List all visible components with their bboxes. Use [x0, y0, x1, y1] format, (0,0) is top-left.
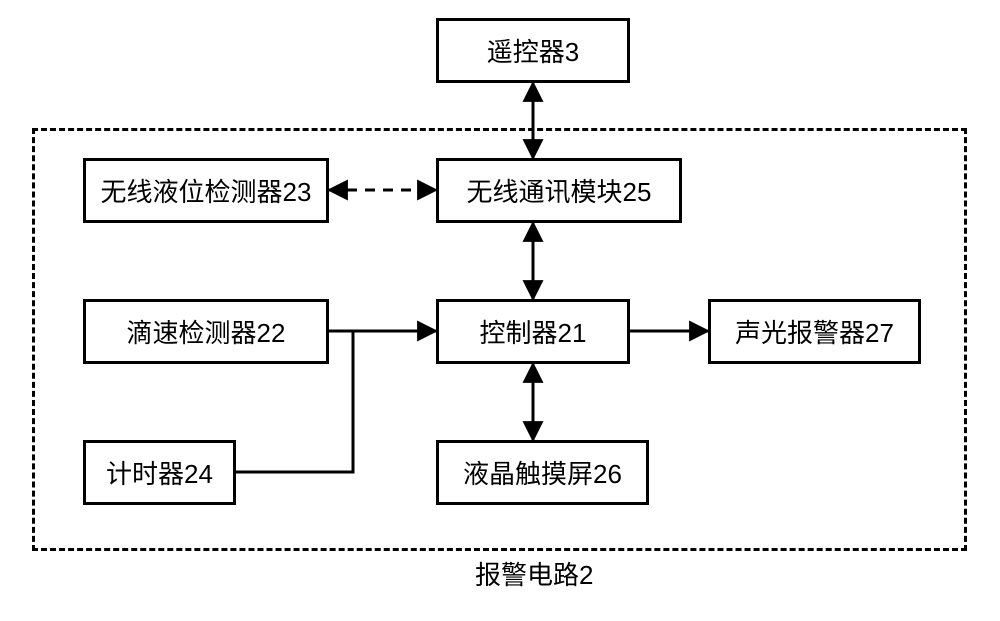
node-remote: 遥控器3: [436, 18, 630, 83]
label-remote: 遥控器3: [487, 32, 579, 69]
node-comm-module: 无线通讯模块25: [436, 158, 682, 223]
node-lcd: 液晶触摸屏26: [436, 440, 649, 505]
node-controller: 控制器21: [436, 299, 630, 364]
label-level-detect: 无线液位检测器23: [101, 172, 312, 209]
node-drip-detect: 滴速检测器22: [83, 299, 329, 364]
node-timer: 计时器24: [83, 440, 236, 505]
label-controller: 控制器21: [480, 313, 587, 350]
node-level-detect: 无线液位检测器23: [83, 158, 329, 223]
label-comm-module: 无线通讯模块25: [467, 172, 652, 209]
container-label: 报警电路2: [475, 555, 593, 592]
node-alarm: 声光报警器27: [708, 299, 921, 364]
label-lcd: 液晶触摸屏26: [463, 454, 622, 491]
label-alarm: 声光报警器27: [735, 313, 894, 350]
label-drip-detect: 滴速检测器22: [127, 313, 286, 350]
label-timer: 计时器24: [106, 454, 213, 491]
